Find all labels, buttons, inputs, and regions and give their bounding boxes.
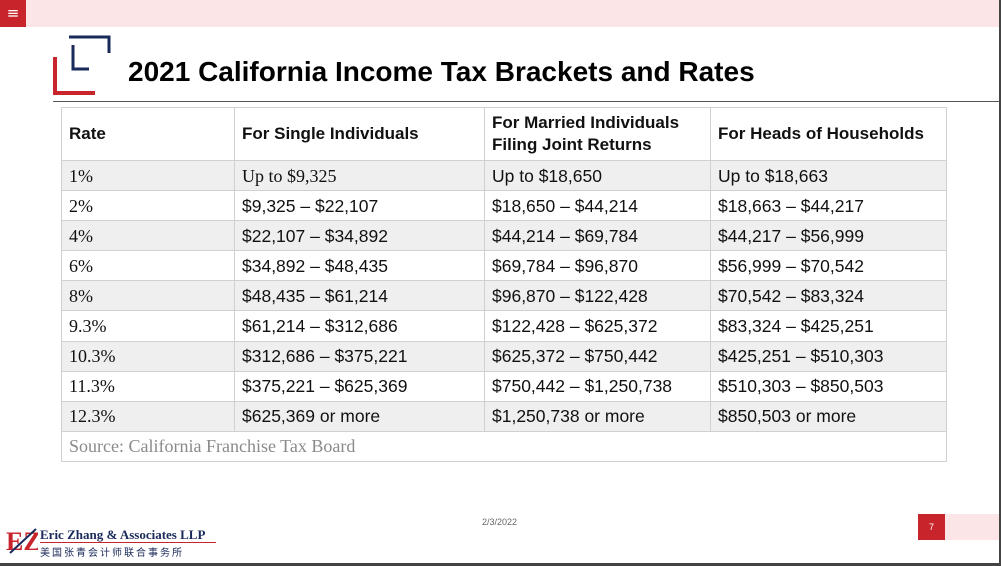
ez-monogram-icon: EZ [6, 527, 38, 556]
table-row: 4% $22,107 – $34,892 $44,214 – $69,784 $… [61, 220, 947, 252]
bracket-logo-icon [53, 35, 111, 95]
single-cell: $34,892 – $48,435 [234, 250, 485, 282]
single-cell: $22,107 – $34,892 [234, 220, 485, 252]
head-of-household-cell: $425,251 – $510,303 [710, 340, 947, 372]
table-row: 10.3% $312,686 – $375,221 $625,372 – $75… [61, 340, 947, 372]
rate-cell: 11.3% [61, 370, 235, 402]
married-joint-cell: $750,442 – $1,250,738 [484, 370, 711, 402]
firm-name-underline [40, 542, 216, 543]
title-divider [53, 101, 1001, 102]
tax-bracket-table: Rate For Single Individuals For Married … [61, 107, 947, 462]
head-of-household-cell: $56,999 – $70,542 [710, 250, 947, 282]
single-cell: Up to $9,325 [234, 159, 485, 192]
hamburger-menu-icon[interactable]: ≡ [0, 0, 26, 27]
table-row: 11.3% $375,221 – $625,369 $750,442 – $1,… [61, 370, 947, 402]
head-of-household-cell: $83,324 – $425,251 [710, 310, 947, 342]
column-header-head-of-household: For Heads of Households [710, 107, 947, 161]
head-of-household-cell: $44,217 – $56,999 [710, 220, 947, 252]
single-cell: $625,369 or more [234, 400, 485, 432]
married-joint-cell: Up to $18,650 [484, 159, 711, 192]
right-border [999, 0, 1001, 566]
head-of-household-cell: Up to $18,663 [710, 159, 947, 192]
source-note: Source: California Franchise Tax Board [61, 430, 947, 462]
top-banner [0, 0, 1001, 27]
married-joint-cell: $18,650 – $44,214 [484, 190, 711, 222]
table-header-row: Rate For Single Individuals For Married … [61, 107, 947, 161]
rate-cell: 10.3% [61, 340, 235, 372]
page-number-strip [945, 514, 1001, 540]
rate-cell: 6% [61, 250, 235, 282]
rate-cell: 12.3% [61, 400, 235, 432]
firm-chinese-name: 美国张青会计师联合事务所 [40, 548, 184, 559]
table-row: 2% $9,325 – $22,107 $18,650 – $44,214 $1… [61, 190, 947, 222]
rate-cell: 1% [61, 159, 235, 192]
head-of-household-cell: $18,663 – $44,217 [710, 190, 947, 222]
firm-name: Eric Zhang & Associates LLP [40, 527, 206, 542]
single-cell: $61,214 – $312,686 [234, 310, 485, 342]
head-of-household-cell: $850,503 or more [710, 400, 947, 432]
single-cell: $9,325 – $22,107 [234, 190, 485, 222]
rate-cell: 2% [61, 190, 235, 222]
married-joint-cell: $96,870 – $122,428 [484, 280, 711, 312]
page-title: 2021 California Income Tax Brackets and … [128, 56, 755, 87]
single-cell: $312,686 – $375,221 [234, 340, 485, 372]
page-number: 7 [918, 514, 945, 540]
source-row: Source: California Franchise Tax Board [61, 430, 947, 462]
slide-date: 2/3/2022 [482, 517, 518, 527]
table-row: 6% $34,892 – $48,435 $69,784 – $96,870 $… [61, 250, 947, 282]
column-header-rate: Rate [61, 107, 235, 161]
rate-cell: 4% [61, 220, 235, 252]
married-joint-cell: $69,784 – $96,870 [484, 250, 711, 282]
married-joint-cell: $1,250,738 or more [484, 400, 711, 432]
column-header-married-joint: For Married Individuals Filing Joint Ret… [484, 107, 711, 161]
married-joint-cell: $44,214 – $69,784 [484, 220, 711, 252]
married-joint-cell: $122,428 – $625,372 [484, 310, 711, 342]
rate-cell: 9.3% [61, 310, 235, 342]
table-row: 8% $48,435 – $61,214 $96,870 – $122,428 … [61, 280, 947, 312]
column-header-single: For Single Individuals [234, 107, 485, 161]
head-of-household-cell: $70,542 – $83,324 [710, 280, 947, 312]
single-cell: $48,435 – $61,214 [234, 280, 485, 312]
bottom-border [0, 563, 1001, 566]
table-row: 12.3% $625,369 or more $1,250,738 or mor… [61, 400, 947, 432]
single-cell: $375,221 – $625,369 [234, 370, 485, 402]
table-row: 9.3% $61,214 – $312,686 $122,428 – $625,… [61, 310, 947, 342]
rate-cell: 8% [61, 280, 235, 312]
married-joint-cell: $625,372 – $750,442 [484, 340, 711, 372]
table-row: 1% Up to $9,325 Up to $18,650 Up to $18,… [61, 159, 947, 192]
head-of-household-cell: $510,303 – $850,503 [710, 370, 947, 402]
